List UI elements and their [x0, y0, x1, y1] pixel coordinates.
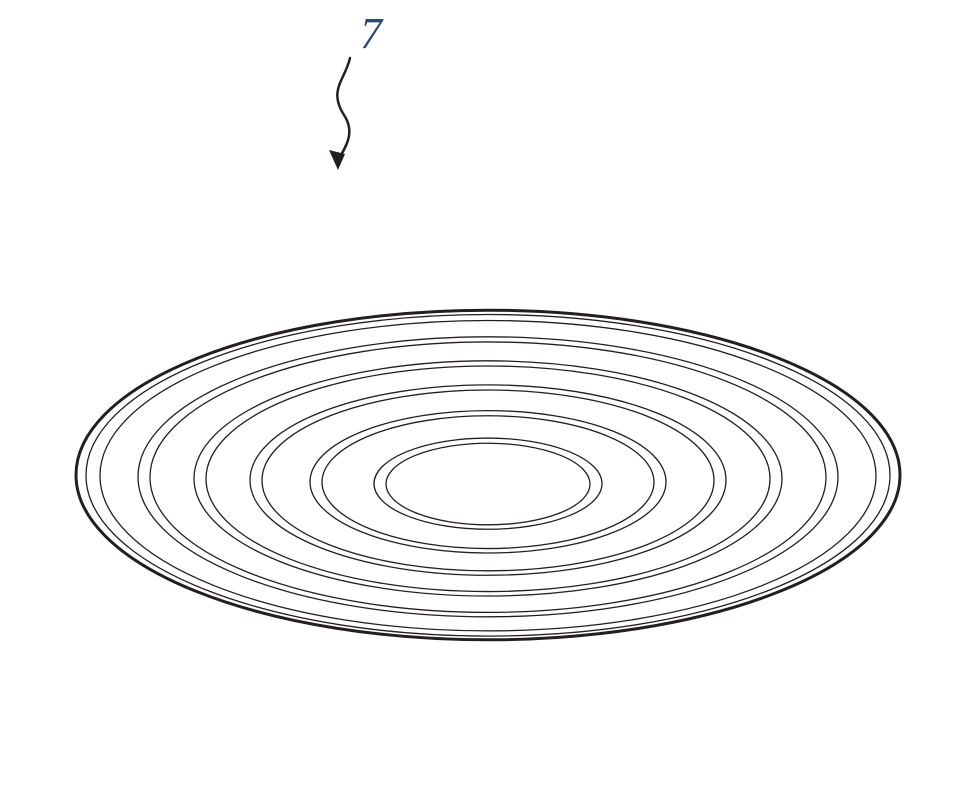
- lens-ring: [250, 385, 726, 575]
- lens-ring: [206, 366, 770, 592]
- fresnel-lens: [76, 310, 900, 640]
- fresnel-lens-diagram: 7: [0, 0, 977, 797]
- label-arrow: [329, 58, 350, 170]
- lens-ring: [310, 411, 666, 553]
- figure-label: 7: [360, 9, 384, 58]
- lens-ring: [374, 438, 602, 529]
- lens-ring: [386, 443, 590, 525]
- lens-ring: [150, 342, 826, 612]
- lens-ring: [76, 310, 900, 640]
- lens-ring: [194, 361, 782, 596]
- lens-ring: [100, 320, 876, 630]
- arrow-shaft: [337, 58, 350, 160]
- lens-ring: [262, 390, 714, 571]
